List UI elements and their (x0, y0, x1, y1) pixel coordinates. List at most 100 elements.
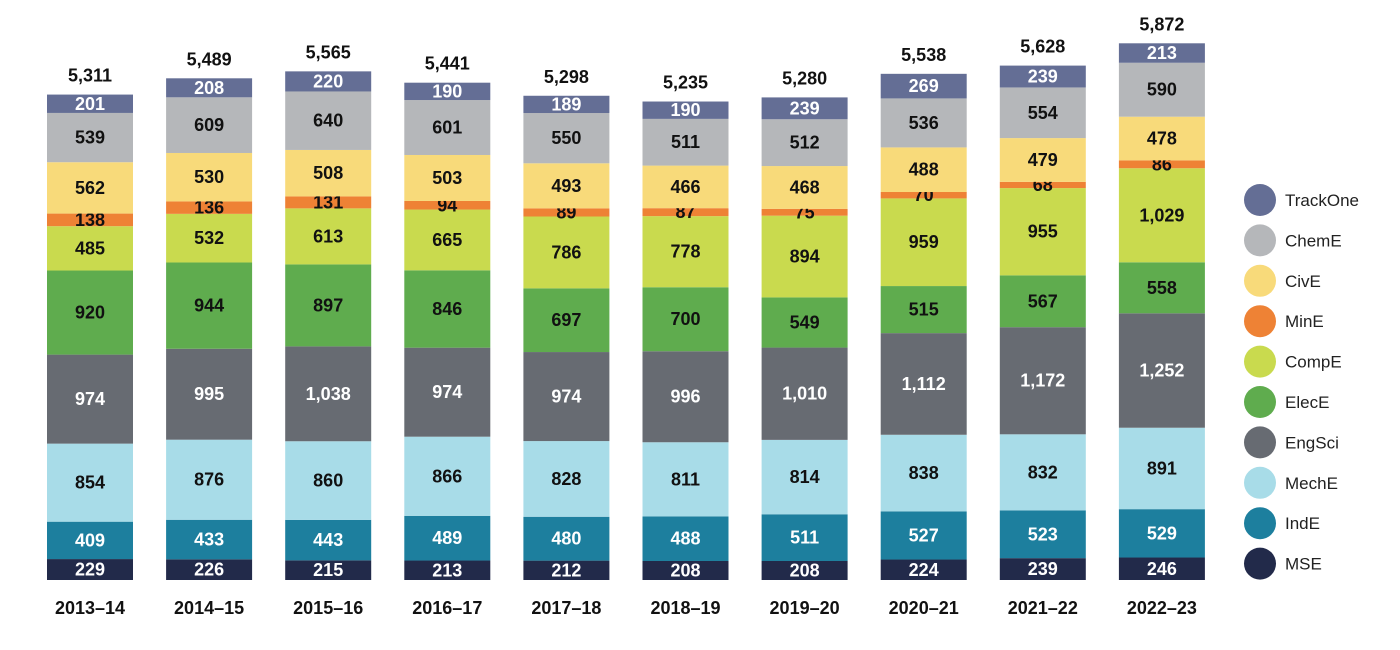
bar-segment-mine (285, 196, 372, 209)
bar-segment-cheme (1118, 62, 1205, 117)
legend-swatch-cheme (1244, 224, 1276, 257)
bar-segment-cive (642, 165, 729, 209)
bar-segment-mse (47, 559, 133, 580)
legend-swatch-elece (1244, 386, 1276, 418)
data-label-cheme: 550 (551, 128, 581, 148)
data-label-meche: 860 (313, 471, 343, 491)
bar-segment-meche (1118, 427, 1205, 510)
data-label-meche: 832 (1028, 462, 1058, 482)
bar-segment-elece (880, 286, 967, 334)
x-tick-label: 2016–17 (412, 598, 482, 618)
data-label-compe: 786 (551, 242, 581, 262)
bar-segment-engsci (880, 333, 967, 435)
total-label: 5,628 (1020, 37, 1065, 57)
legend-swatch-mine (1244, 305, 1276, 338)
x-tick-label: 2017–18 (531, 598, 601, 618)
data-label-engsci: 1,038 (306, 384, 351, 404)
bar-segment-compe (999, 188, 1086, 276)
data-label-meche: 814 (790, 467, 820, 487)
x-tick-label: 2013–14 (55, 598, 125, 618)
bar-segment-meche (523, 441, 610, 517)
bar-segment-mine (166, 201, 253, 214)
legend-swatch-inde (1244, 507, 1276, 540)
bar-segment-mine (880, 192, 967, 199)
data-label-engsci: 1,010 (782, 384, 827, 404)
legend-label-meche: MechE (1285, 474, 1338, 493)
total-label: 5,235 (663, 73, 708, 93)
legend-swatch-engsci (1244, 426, 1276, 459)
legend-label-trackone: TrackOne (1285, 191, 1359, 210)
data-label-engsci: 974 (551, 387, 581, 407)
bar-segment-cheme (761, 119, 848, 167)
legend-label-inde: IndE (1285, 514, 1320, 533)
data-label-elece: 697 (551, 310, 581, 330)
bar-segment-compe (1118, 168, 1205, 263)
legend-label-mine: MinE (1285, 312, 1324, 331)
bar-stack-2014–15: 226 433 876 995 944 532 136 530 609 208 (166, 78, 253, 580)
data-label-trackone: 190 (432, 81, 462, 101)
data-label-elece: 897 (313, 295, 343, 315)
x-tick-label: 2018–19 (650, 598, 720, 618)
bar-segment-cive (404, 154, 491, 201)
data-label-inde: 511 (790, 528, 819, 548)
data-label-cive: 508 (313, 163, 343, 183)
data-label-cive: 488 (909, 160, 939, 180)
bar-segment-compe (761, 215, 848, 298)
data-label-cheme: 554 (1028, 103, 1058, 123)
data-label-inde: 489 (432, 528, 462, 548)
data-label-mse: 215 (313, 560, 343, 580)
x-tick-label: 2019–20 (770, 598, 840, 618)
bar-segment-inde (999, 510, 1086, 559)
bar-segment-mse (1118, 557, 1205, 580)
data-label-mine: 136 (194, 198, 224, 218)
data-label-compe: 778 (670, 242, 700, 262)
bar-segment-inde (642, 516, 729, 561)
bar-segment-compe (47, 226, 133, 271)
data-label-elece: 846 (432, 299, 462, 319)
bar-segment-elece (523, 288, 610, 353)
bar-segment-trackone (285, 71, 372, 92)
bar-segment-trackone (523, 95, 610, 114)
data-label-inde: 527 (909, 525, 939, 545)
bar-segment-cheme (642, 118, 729, 166)
data-label-compe: 485 (75, 238, 105, 258)
data-label-mse: 208 (670, 560, 700, 580)
bar-segment-cive (999, 138, 1086, 182)
bar-segment-elece (285, 264, 372, 347)
bar-segment-mine (523, 208, 610, 217)
data-label-elece: 549 (790, 312, 820, 332)
legend-label-cive: CivE (1285, 272, 1321, 291)
data-label-mine: 131 (313, 192, 343, 212)
data-label-mse: 213 (432, 560, 462, 580)
total-label: 5,489 (187, 49, 232, 69)
bar-segment-inde (880, 511, 967, 560)
bar-segment-trackone (999, 65, 1086, 88)
data-label-engsci: 995 (194, 384, 224, 404)
bar-segment-cive (285, 149, 372, 197)
bar-segment-mse (523, 560, 610, 580)
bar-segment-inde (1118, 509, 1205, 558)
data-label-mse: 224 (909, 560, 939, 580)
data-label-inde: 529 (1147, 523, 1177, 543)
bar-segment-engsci (999, 327, 1086, 435)
bar-segment-cive (880, 147, 967, 193)
bar-segment-cive (523, 163, 610, 209)
bar-segment-trackone (47, 94, 133, 113)
data-label-engsci: 1,112 (902, 374, 946, 394)
bar-segment-engsci (761, 347, 848, 440)
data-label-cheme: 512 (790, 133, 820, 153)
bar-segment-mine (999, 181, 1086, 189)
data-label-mse: 208 (790, 560, 820, 580)
bar-segment-mse (642, 560, 729, 580)
data-label-meche: 854 (75, 473, 105, 493)
bar-segment-compe (404, 209, 491, 271)
data-label-compe: 955 (1028, 222, 1058, 242)
data-label-trackone: 213 (1147, 43, 1177, 63)
bar-segment-elece (999, 275, 1086, 328)
legend-label-compe: CompE (1285, 353, 1342, 372)
